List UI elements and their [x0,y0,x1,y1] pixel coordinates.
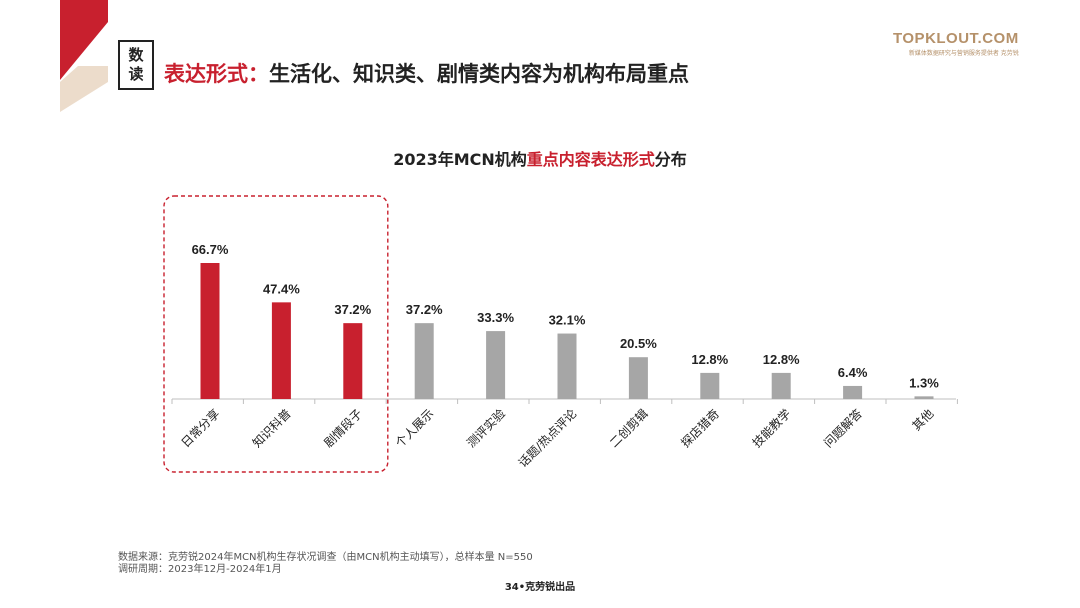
category-label: 话题/热点评论 [516,406,580,470]
data-label: 1.3% [909,375,939,390]
brand-tagline: 新媒体数据研究与营销服务提供者 克劳锐 [908,50,1019,57]
category-label: 二创剪辑 [606,406,651,451]
category-label: 个人展示 [393,406,437,450]
data-label: 20.5% [620,336,657,351]
brand-logo: TOPKLOUT.COM 新媒体数据研究与营销服务提供者 克劳锐 [893,30,1019,57]
bar [414,323,434,399]
data-label: 32.1% [549,313,586,328]
chart-title: 2023年MCN机构重点内容表达形式分布 [0,146,1080,170]
data-label: 37.2% [406,302,443,317]
badge-char-1: 数 [128,46,144,64]
chart-title-accent: 重点内容表达形式 [526,150,655,169]
headline-text: 生活化、知识类、剧情类内容为机构布局重点 [269,62,689,86]
bar [271,302,291,399]
category-label: 问题解答 [820,406,865,451]
bar [486,331,506,399]
corner-beige-shape [60,66,108,112]
bar [628,357,648,399]
category-label: 剧情段子 [321,406,366,451]
bar [843,385,863,399]
category-label: 知识科普 [250,406,294,450]
data-label: 12.8% [691,352,728,367]
page-number: 34•克劳锐出品 [504,582,576,593]
survey-period-note: 调研周期：2023年12月-2024年1月 [118,564,282,575]
category-label: 日常分享 [178,406,223,451]
bar [557,333,577,399]
data-source-note: 数据来源：克劳锐2024年MCN机构生存状况调查（由MCN机构主动填写），总样本… [118,552,533,563]
data-label: 47.4% [263,281,300,296]
data-label: 33.3% [477,310,514,325]
category-label: 其他 [909,406,936,433]
badge-char-2: 读 [128,65,144,83]
brand-name: TOPKLOUT.COM [893,30,1019,47]
data-label: 6.4% [838,365,868,380]
category-label: 探店猎奇 [678,406,722,450]
data-label: 66.7% [192,242,229,257]
chart-title-post: 分布 [654,150,687,169]
corner-red-shape [60,0,108,80]
bar [914,396,934,399]
data-label: 37.2% [334,302,371,317]
bar [200,263,220,399]
category-label: 技能教学 [749,406,794,451]
bar [343,323,363,399]
data-label: 12.8% [763,352,800,367]
bar [700,372,720,399]
read-badge: 数 读 [118,40,154,90]
headline-accent: 表达形式： [164,62,269,86]
chart-title-pre: 2023年MCN机构 [393,150,527,169]
category-label: 测评实验 [463,406,508,451]
highlight-frame [163,195,389,473]
bar [771,372,791,399]
page-headline: 表达形式：生活化、知识类、剧情类内容为机构布局重点 [164,58,689,88]
